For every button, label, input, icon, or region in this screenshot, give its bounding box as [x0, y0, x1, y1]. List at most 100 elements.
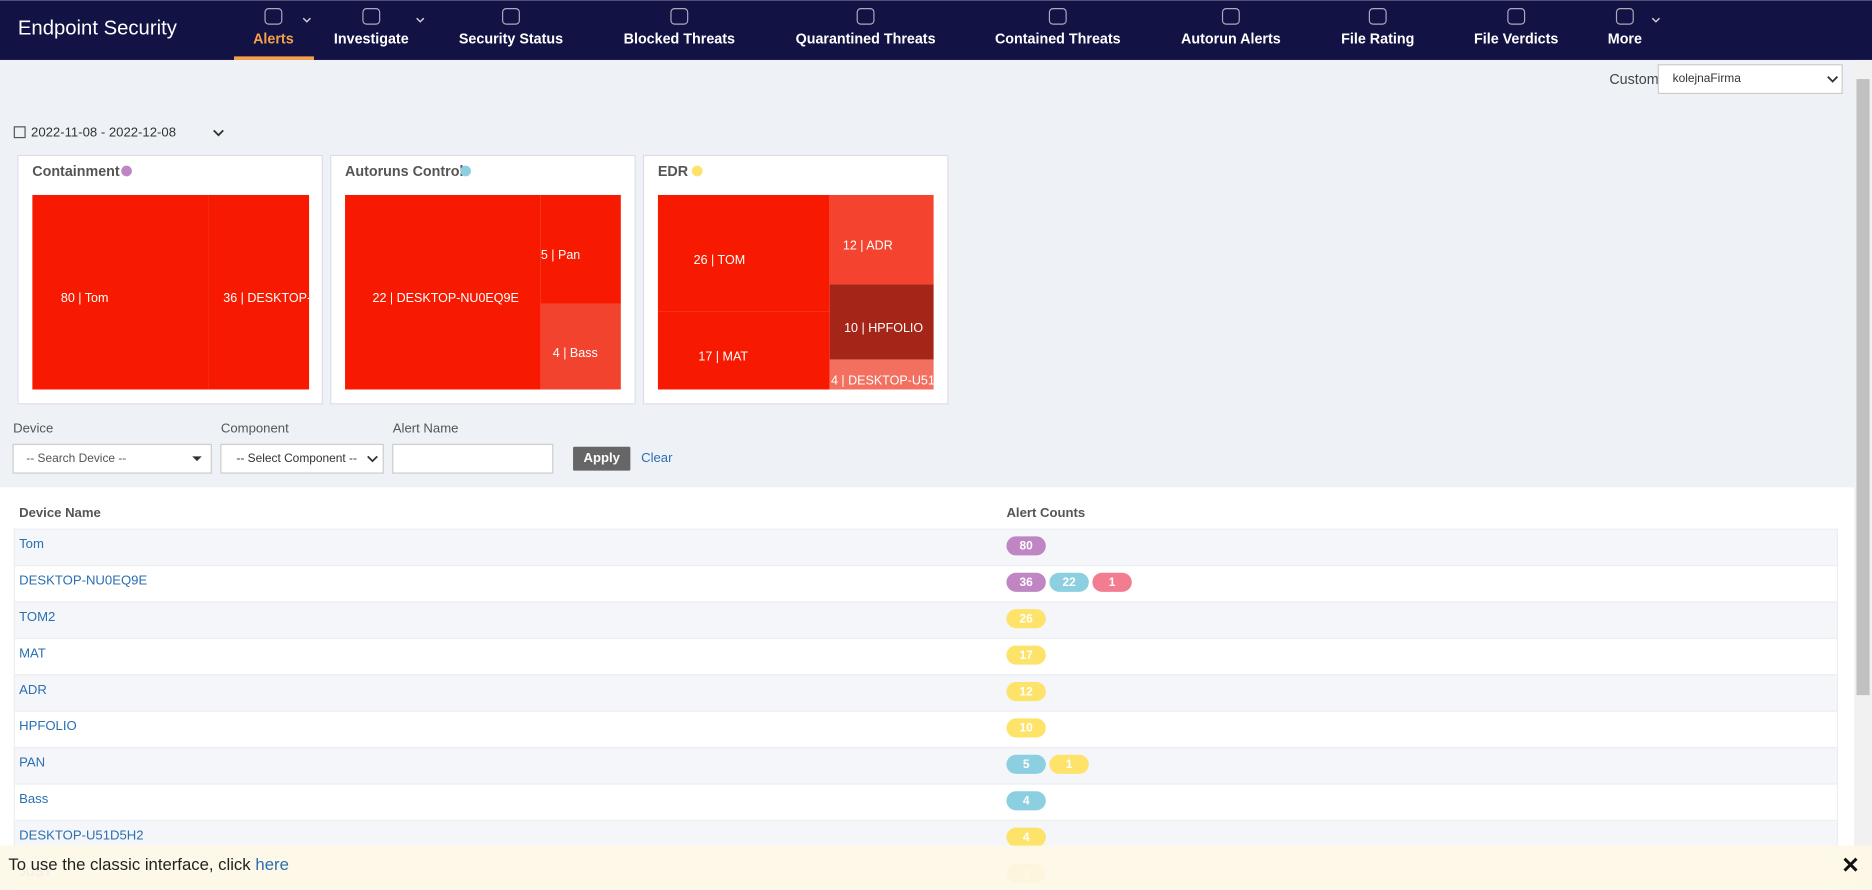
device-link[interactable]: Bass — [19, 791, 49, 806]
apply-button[interactable] — [573, 446, 631, 471]
nav-item[interactable]: Blocked Threats — [624, 8, 735, 48]
date-range[interactable]: 2022-11-08 - 2022-12-08 — [31, 124, 176, 139]
component-label: Component — [221, 420, 289, 435]
nav-label[interactable]: Contained Threats — [995, 31, 1121, 47]
treemap-cell[interactable] — [32, 194, 209, 390]
device-caret — [192, 456, 202, 462]
nav-item[interactable]: File Rating — [1341, 8, 1414, 48]
treemap: 80 | Tom 36 | DESKTOP- — [32, 194, 310, 390]
nav-label[interactable]: Investigate — [334, 31, 409, 47]
app-title: Endpoint Security — [18, 17, 178, 39]
customer-label: Customer — [1609, 72, 1671, 88]
treemap-cell[interactable] — [208, 194, 310, 390]
count-badge — [1049, 572, 1089, 592]
treemap-cell[interactable] — [657, 194, 830, 312]
count-badge — [1006, 572, 1046, 592]
customer-value: kolejnaFirma — [1673, 71, 1742, 85]
count-label: 36 — [1020, 575, 1034, 589]
treemap-cell[interactable] — [540, 194, 621, 304]
device-link[interactable]: DESKTOP-U51D5H2 — [19, 827, 143, 842]
device-placeholder: -- Search Device -- — [26, 451, 126, 465]
nav-icon — [856, 8, 875, 25]
device-link[interactable]: ADR — [19, 682, 47, 697]
count-label: 4 — [1023, 794, 1030, 808]
nav-item[interactable]: More — [1608, 8, 1660, 48]
nav-item[interactable]: Security Status — [459, 8, 563, 48]
nav-item[interactable]: Autorun Alerts — [1181, 8, 1281, 48]
alert-input[interactable] — [392, 443, 554, 474]
scroll-thumb[interactable] — [1856, 79, 1870, 696]
nav-label[interactable]: Alerts — [253, 31, 294, 47]
table-row — [13, 637, 1838, 676]
treemap-cell[interactable] — [657, 311, 830, 390]
nav-label[interactable]: File Verdicts — [1474, 31, 1558, 47]
nav-icon — [1048, 8, 1067, 25]
treemap-cell[interactable] — [540, 303, 621, 390]
card-title: Autoruns Control — [345, 164, 463, 180]
card-dot — [691, 165, 703, 177]
treemap: 26 | TOM 17 | MAT 12 | ADR 10 | HPFOLIO 4 | … — [657, 194, 944, 390]
nav-label[interactable]: Security Status — [459, 31, 563, 47]
treemap-cell[interactable] — [345, 194, 541, 390]
device-link[interactable]: HPFOLIO — [19, 718, 77, 733]
alert-label: Alert Name — [393, 420, 459, 435]
device-link[interactable]: PAN — [19, 755, 45, 770]
banner-message: To use the classic interface, click — [8, 855, 251, 874]
device-link[interactable]: MAT — [19, 645, 46, 660]
table-row — [13, 528, 1838, 567]
close-icon[interactable] — [1843, 857, 1858, 872]
nav-item[interactable]: Investigate — [334, 8, 425, 48]
device-link[interactable]: Tom — [19, 536, 44, 551]
device-link[interactable]: DESKTOP-NU0EQ9E — [19, 573, 147, 588]
count-badge — [1049, 754, 1089, 774]
treemap-label: 17 | MAT — [698, 350, 748, 364]
banner — [0, 845, 1872, 890]
nav-icon — [1368, 8, 1387, 25]
count-badge — [1006, 827, 1046, 847]
count-label: 80 — [1020, 539, 1034, 553]
component-select[interactable] — [220, 443, 384, 474]
treemap-cell[interactable] — [829, 284, 934, 360]
column-header: Device Name — [19, 505, 101, 520]
nav-chevron — [1651, 17, 1660, 23]
banner-link[interactable]: here — [255, 855, 288, 874]
treemap-cell[interactable] — [829, 194, 934, 285]
card-dot — [460, 165, 471, 177]
banner-text: To use the classic interface, click here — [8, 855, 289, 874]
treemap-label: 80 | Tom — [61, 291, 109, 305]
treemap-label: 22 | DESKTOP-NU0EQ9E — [372, 291, 518, 305]
customer-select[interactable] — [1657, 64, 1843, 94]
count-label: 1 — [1109, 575, 1116, 589]
table-row — [13, 747, 1838, 785]
treemap: 22 | DESKTOP-NU0EQ9E 5 | Pan 4 | Bass — [345, 194, 621, 390]
nav-label[interactable]: File Rating — [1341, 31, 1414, 47]
date-chevron — [213, 129, 224, 137]
column-header: Alert Counts — [1006, 505, 1085, 520]
clear-link[interactable]: Clear — [641, 450, 673, 465]
nav-item[interactable]: File Verdicts — [1474, 8, 1558, 48]
nav-item[interactable]: Quarantined Threats — [796, 8, 936, 48]
count-label: 17 — [1020, 648, 1034, 662]
count-label: 12 — [1020, 684, 1034, 698]
nav-item[interactable]: Contained Threats — [995, 8, 1121, 48]
apply-label[interactable]: Apply — [583, 450, 620, 465]
treemap-cell[interactable] — [829, 359, 934, 390]
device-link[interactable]: TOM2 — [19, 609, 55, 624]
treemap-label: 5 | Pan — [541, 248, 580, 262]
device-select[interactable] — [12, 443, 212, 474]
count-badge — [1092, 572, 1132, 592]
nav-icon — [1221, 8, 1240, 25]
widget-card: EDR 26 | TOM 17 | MAT 12 | ADR 10 | HPFOLIO 4… — [642, 154, 949, 405]
table-row — [13, 601, 1838, 640]
nav-icon — [1615, 8, 1634, 25]
nav-label[interactable]: More — [1608, 31, 1642, 47]
nav-label[interactable]: Blocked Threats — [624, 31, 735, 47]
nav-label[interactable]: Quarantined Threats — [796, 31, 936, 47]
widget-card: Autoruns Control 22 | DESKTOP-NU0EQ9E 5 | … — [330, 154, 636, 405]
count-badge — [1006, 754, 1046, 774]
treemap-label: 4 | DESKTOP-U51D — [831, 373, 944, 387]
nav-item[interactable]: Alerts — [234, 8, 314, 60]
nav-label[interactable]: Autorun Alerts — [1181, 31, 1281, 47]
count-label: 22 — [1062, 575, 1076, 589]
